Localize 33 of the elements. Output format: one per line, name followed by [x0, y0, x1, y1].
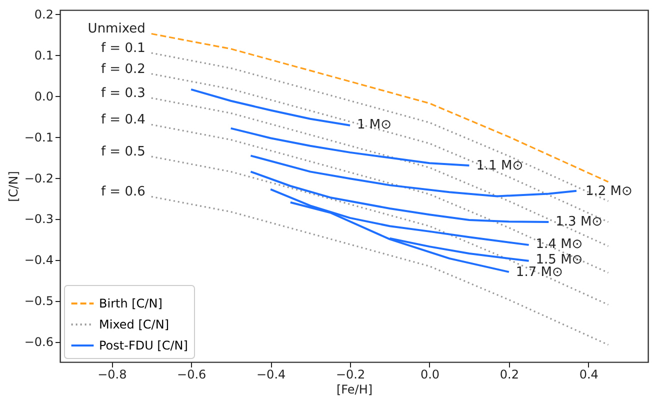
- x-tick-label: −0.6: [177, 368, 206, 382]
- annotation: 1.3 M⊙: [556, 214, 603, 230]
- y-axis-title: [C/N]: [6, 171, 20, 202]
- legend-label: Mixed [C/N]: [99, 318, 169, 332]
- annotation: f = 0.3: [100, 86, 146, 101]
- x-axis-title: [Fe/H]: [336, 382, 373, 396]
- y-tick-label: −0.6: [24, 335, 54, 350]
- legend-label: Post-FDU [C/N]: [99, 338, 188, 352]
- x-tick-label: −0.4: [256, 368, 286, 382]
- annotation: 1.4 M⊙: [536, 237, 583, 252]
- annotation: f = 0.2: [100, 62, 146, 77]
- x-tick-label: −0.8: [98, 368, 127, 382]
- annotation: f = 0.6: [100, 184, 146, 200]
- x-tick-label: 0.0: [420, 368, 440, 382]
- y-tick-label: −0.1: [24, 130, 54, 144]
- annotation: 1 M⊙: [357, 118, 392, 133]
- x-tick-label: −0.2: [336, 368, 366, 382]
- annotation: Unmixed: [88, 22, 146, 37]
- annotation: 1.2 M⊙: [585, 184, 632, 199]
- annotation: f = 0.4: [100, 112, 146, 128]
- annotation: 1.1 M⊙: [476, 158, 524, 174]
- y-tick-label: 0.0: [34, 89, 54, 104]
- y-tick-label: 0.2: [34, 8, 54, 22]
- y-tick-label: −0.2: [24, 171, 54, 186]
- y-tick-label: −0.3: [24, 212, 54, 226]
- y-tick-label: −0.4: [24, 253, 54, 268]
- x-tick-label: 0.2: [500, 368, 519, 382]
- annotation: f = 0.1: [100, 40, 146, 56]
- y-tick-label: −0.5: [24, 294, 54, 308]
- x-tick-label: 0.4: [579, 368, 598, 382]
- legend-label: Birth [C/N]: [99, 296, 162, 310]
- annotation: f = 0.5: [100, 144, 146, 160]
- y-tick-label: 0.1: [34, 48, 54, 63]
